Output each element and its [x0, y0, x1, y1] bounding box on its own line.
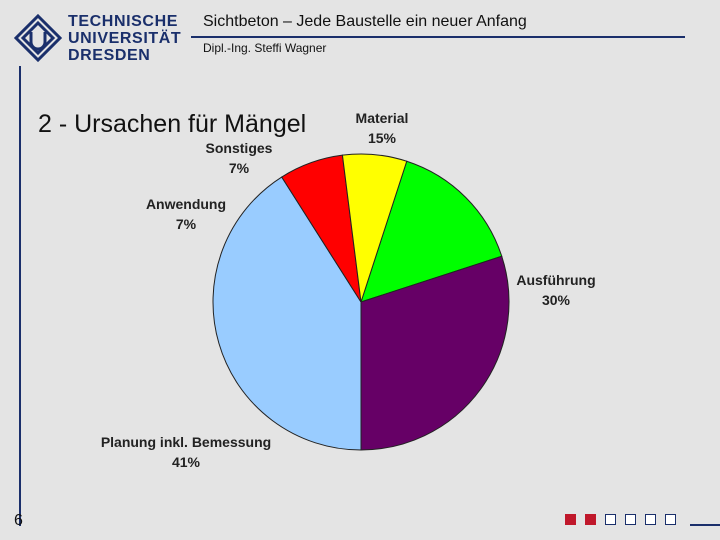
footer-square-open [645, 514, 656, 525]
presentation-title: Sichtbeton – Jede Baustelle ein neuer An… [203, 13, 527, 30]
label-anwendung: Anwendung 7% [136, 194, 236, 234]
label-material-name: Material [355, 110, 409, 126]
label-anwendung-value: 7% [175, 216, 197, 232]
label-ausfuehrung-value: 30% [541, 292, 571, 308]
label-sonstiges: Sonstiges 7% [194, 138, 284, 178]
footer-square-open [665, 514, 676, 525]
label-material-value: 15% [367, 130, 397, 146]
label-planung-name: Planung inkl. Bemessung [100, 434, 272, 450]
page-number: 6 [14, 512, 23, 529]
tud-emblem-icon [14, 14, 62, 62]
label-planung: Planung inkl. Bemessung 41% [86, 432, 286, 472]
left-divider [19, 66, 21, 526]
logo-line-2: UNIVERSITÄT [68, 30, 182, 47]
footer-divider [690, 524, 720, 526]
pie-slice-0 [360, 160, 503, 303]
logo-line-3: DRESDEN [68, 47, 151, 64]
header-divider [191, 36, 685, 38]
label-ausfuehrung: Ausführung 30% [508, 270, 604, 310]
label-planung-value: 41% [171, 454, 201, 470]
tu-dresden-logo: TECHNISCHE UNIVERSITÄT DRESDEN [14, 14, 184, 66]
footer-square-open [605, 514, 616, 525]
label-material: Material 15% [342, 108, 422, 148]
footer-square-filled [565, 514, 576, 525]
slide-title: 2 - Ursachen für Mängel [38, 110, 307, 138]
logo-line-1: TECHNISCHE [68, 13, 179, 30]
label-anwendung-name: Anwendung [145, 196, 227, 212]
author-name: Dipl.-Ing. Steffi Wagner [203, 41, 327, 55]
pie-slice-2 [212, 176, 362, 451]
label-sonstiges-name: Sonstiges [205, 140, 273, 156]
footer-square-filled [585, 514, 596, 525]
label-sonstiges-value: 7% [228, 160, 250, 176]
pie-slice-1 [360, 255, 510, 451]
label-ausfuehrung-name: Ausführung [516, 272, 596, 288]
footer-square-open [625, 514, 636, 525]
pie-slice-4 [341, 153, 408, 303]
